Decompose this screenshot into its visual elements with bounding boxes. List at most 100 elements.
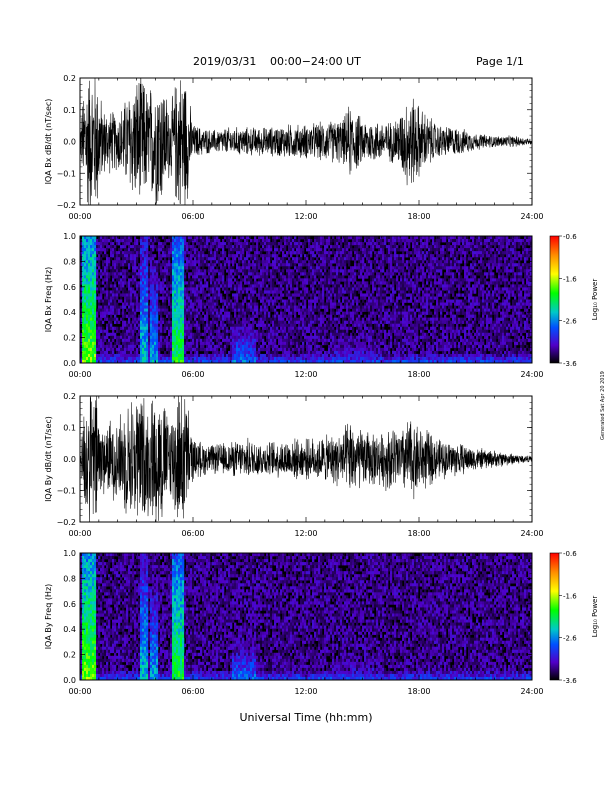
- heatmap-cell: [170, 353, 173, 358]
- heatmap-cell: [312, 254, 315, 258]
- heatmap-cell: [102, 305, 105, 309]
- heatmap-cell: [130, 299, 133, 303]
- heatmap-cell: [172, 311, 175, 315]
- heatmap-cell: [316, 305, 319, 309]
- heatmap-cell: [152, 239, 155, 243]
- heatmap-cell: [86, 281, 89, 285]
- heatmap-cell: [148, 272, 151, 276]
- heatmap-cell: [92, 278, 95, 282]
- heatmap-cell: [252, 296, 255, 300]
- heatmap-cell: [266, 248, 269, 252]
- heatmap-cell: [210, 275, 213, 279]
- heatmap-cell: [212, 263, 215, 267]
- heatmap-cell: [324, 302, 327, 306]
- heatmap-cell: [110, 236, 113, 240]
- heatmap-cell: [150, 359, 153, 364]
- heatmap-cell: [338, 272, 341, 276]
- heatmap-cell: [228, 284, 231, 288]
- heatmap-cell: [166, 311, 169, 315]
- heatmap-cell: [174, 263, 177, 267]
- heatmap-cell: [340, 257, 343, 261]
- heatmap-cell: [112, 284, 115, 288]
- heatmap-cell: [250, 263, 253, 267]
- heatmap-cell: [272, 335, 275, 340]
- heatmap-cell: [230, 260, 233, 264]
- heatmap-cell: [324, 272, 327, 276]
- heatmap-cell: [220, 272, 223, 276]
- heatmap-cell: [150, 356, 153, 361]
- heatmap-cell: [136, 353, 139, 358]
- heatmap-cell: [264, 314, 267, 318]
- heatmap-cell: [176, 272, 179, 276]
- heatmap-cell: [224, 236, 227, 240]
- heatmap-cell: [210, 281, 213, 285]
- heatmap-cell: [100, 257, 103, 261]
- heatmap-cell: [138, 284, 141, 288]
- heatmap-cell: [130, 350, 133, 355]
- heatmap-cell: [332, 269, 335, 273]
- heatmap-cell: [106, 323, 109, 328]
- heatmap-cell: [118, 248, 121, 252]
- heatmap-cell: [178, 353, 181, 358]
- heatmap-cell: [334, 353, 337, 358]
- heatmap-cell: [198, 266, 201, 270]
- heatmap-cell: [156, 329, 159, 334]
- heatmap-cell: [86, 269, 89, 273]
- heatmap-cell: [254, 254, 257, 258]
- heatmap-cell: [126, 335, 129, 340]
- heatmap-cell: [120, 347, 123, 352]
- heatmap-cell: [152, 299, 155, 303]
- heatmap-cell: [222, 314, 225, 318]
- heatmap-cell: [120, 356, 123, 361]
- heatmap-cell: [342, 317, 345, 321]
- heatmap-cell: [84, 236, 87, 240]
- heatmap-cell: [312, 293, 315, 297]
- heatmap-cell: [94, 284, 97, 288]
- heatmap-cell: [224, 326, 227, 331]
- heatmap-cell: [178, 341, 181, 346]
- heatmap-cell: [172, 260, 175, 264]
- heatmap-cell: [172, 296, 175, 300]
- heatmap-cell: [108, 344, 111, 349]
- heatmap-cell: [244, 236, 247, 240]
- heatmap-cell: [274, 299, 277, 303]
- heatmap-cell: [206, 293, 209, 297]
- heatmap-cell: [158, 287, 161, 291]
- heatmap-cell: [162, 326, 165, 331]
- heatmap-cell: [230, 320, 233, 324]
- heatmap-cell: [152, 311, 155, 315]
- heatmap-cell: [280, 305, 283, 309]
- heatmap-cell: [174, 266, 177, 270]
- heatmap-cell: [176, 236, 179, 240]
- heatmap-cell: [164, 251, 167, 255]
- heatmap-cell: [288, 275, 291, 279]
- heatmap-cell: [164, 254, 167, 258]
- heatmap-cell: [316, 317, 319, 321]
- heatmap-cell: [328, 290, 331, 294]
- heatmap-cell: [214, 236, 217, 240]
- heatmap-cell: [266, 356, 269, 361]
- heatmap-cell: [122, 302, 125, 306]
- heatmap-cell: [214, 278, 217, 282]
- heatmap-cell: [314, 356, 317, 361]
- heatmap-cell: [274, 275, 277, 279]
- heatmap-cell: [182, 323, 185, 328]
- heatmap-cell: [276, 242, 279, 246]
- heatmap-cell: [176, 257, 179, 261]
- heatmap-cell: [196, 287, 199, 291]
- heatmap-cell: [168, 299, 171, 303]
- heatmap-cell: [132, 272, 135, 276]
- heatmap-cell: [216, 311, 219, 315]
- heatmap-cell: [336, 326, 339, 331]
- heatmap-cell: [320, 248, 323, 252]
- heatmap-cell: [156, 344, 159, 349]
- heatmap-cell: [272, 344, 275, 349]
- heatmap-cell: [126, 260, 129, 264]
- heatmap-cell: [162, 272, 165, 276]
- heatmap-cell: [240, 287, 243, 291]
- heatmap-cell: [190, 341, 193, 346]
- heatmap-cell: [256, 263, 259, 267]
- heatmap-cell: [240, 278, 243, 282]
- heatmap-cell: [118, 266, 121, 270]
- heatmap-cell: [266, 323, 269, 328]
